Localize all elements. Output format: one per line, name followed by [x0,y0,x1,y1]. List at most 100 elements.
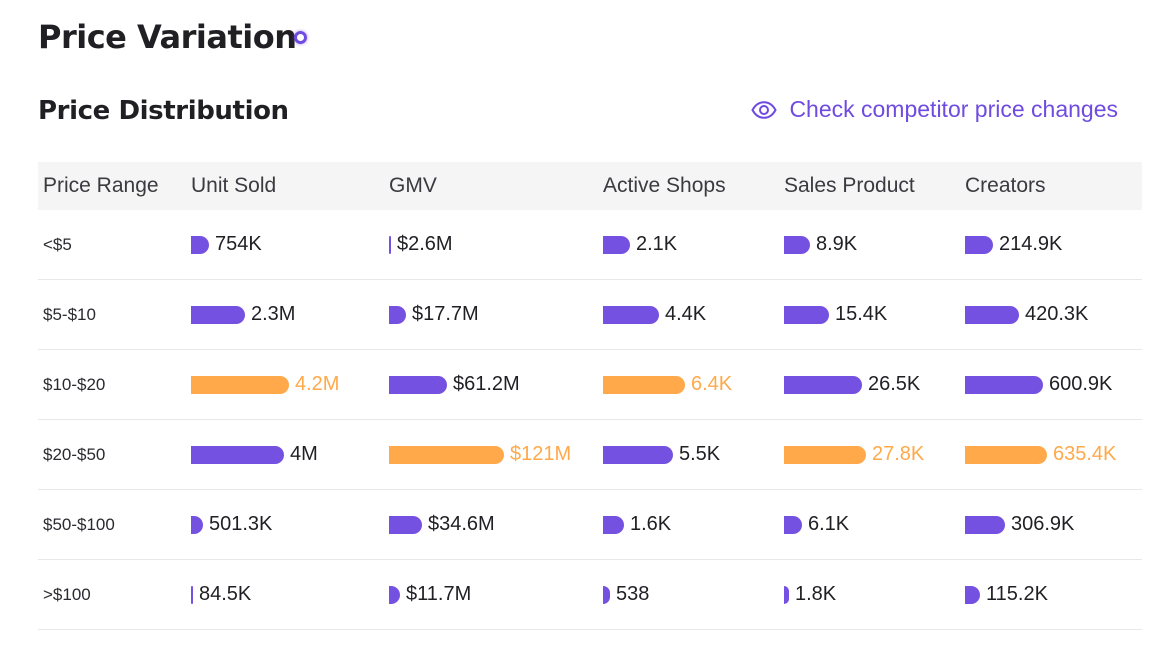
section-title: Price Distribution [38,96,289,126]
unit-sold-bar [191,375,289,394]
gmv-cell: $2.6M [389,233,603,256]
unit-sold-bar [191,515,203,534]
active-shops-bar [603,515,624,534]
creators-cell: 420.3K [965,303,1142,326]
active-shops-cell: 2.1K [603,233,784,256]
gmv-bar [389,585,400,604]
sales-product-bar [784,235,810,254]
sales-product-cell: 26.5K [784,373,965,396]
sales-product-value: 1.8K [795,583,837,605]
table-row: $10-$20 4.2M $61.2M 6.4K 26.5K 600.9K [38,350,1142,420]
creators-value: 600.9K [1049,373,1113,395]
sales-product-bar [784,445,866,464]
gmv-bar [389,445,504,464]
status-dot-icon [294,31,307,44]
active-shops-value: 6.4K [691,373,733,395]
gmv-value: $2.6M [397,233,453,255]
price-range-cell: $10-$20 [43,374,106,394]
table-row: >$100 84.5K $11.7M 538 1.8K 115.2K [38,560,1142,630]
sales-product-value: 26.5K [868,373,921,395]
gmv-value: $61.2M [453,373,520,395]
sales-product-cell: 1.8K [784,583,965,606]
price-range-cell: $5-$10 [43,304,96,324]
active-shops-bar [603,445,673,464]
unit-sold-value: 754K [215,233,262,255]
sales-product-bar [784,375,862,394]
sales-product-bar [784,305,829,324]
sales-product-cell: 8.9K [784,233,965,256]
table-body: <$5 754K $2.6M 2.1K 8.9K 214.9K $5-$10 2.3M $17.… [38,210,1142,630]
creators-bar [965,585,980,604]
sales-product-cell: 6.1K [784,513,965,536]
sales-product-bar [784,585,789,604]
creators-cell: 115.2K [965,583,1142,606]
unit-sold-bar [191,445,284,464]
price-distribution-table: Price Range Unit Sold GMV Active Shops S… [38,162,1142,630]
creators-value: 306.9K [1011,513,1075,535]
creators-cell: 214.9K [965,233,1142,256]
gmv-cell: $34.6M [389,513,603,536]
active-shops-cell: 538 [603,583,784,606]
creators-value: 214.9K [999,233,1063,255]
check-competitor-link-label: Check competitor price changes [789,96,1118,122]
unit-sold-value: 2.3M [251,303,296,325]
price-range-cell: $50-$100 [43,514,115,534]
gmv-cell: $61.2M [389,373,603,396]
sales-product-value: 27.8K [872,443,925,465]
active-shops-bar [603,375,685,394]
creators-cell: 306.9K [965,513,1142,536]
table-row: $50-$100 501.3K $34.6M 1.6K 6.1K 306.9K [38,490,1142,560]
unit-sold-cell: 754K [191,233,389,256]
gmv-bar [389,305,406,324]
gmv-value: $34.6M [428,513,495,535]
price-range-cell: >$100 [43,584,91,604]
sales-product-bar [784,515,802,534]
column-header-gmv: GMV [389,174,437,197]
active-shops-bar [603,585,610,604]
active-shops-value: 2.1K [636,233,678,255]
creators-cell: 635.4K [965,443,1142,466]
active-shops-bar [603,235,630,254]
active-shops-value: 538 [616,583,650,605]
unit-sold-cell: 84.5K [191,583,389,606]
active-shops-cell: 5.5K [603,443,784,466]
unit-sold-bar [191,305,245,324]
creators-bar [965,235,993,254]
creators-value: 115.2K [986,583,1048,605]
check-competitor-link[interactable]: Check competitor price changes [751,96,1118,123]
table-header: Price Range Unit Sold GMV Active Shops S… [38,162,1142,210]
gmv-value: $11.7M [406,583,472,605]
gmv-cell: $121M [389,443,603,466]
column-header-sales-product: Sales Product [784,174,915,197]
gmv-bar [389,375,447,394]
gmv-bar [389,515,422,534]
eye-icon [751,100,778,119]
gmv-cell: $11.7M [389,583,603,606]
active-shops-cell: 4.4K [603,303,784,326]
unit-sold-bar [191,235,209,254]
table-row: $20-$50 4M $121M 5.5K 27.8K 635.4K [38,420,1142,490]
price-range-cell: <$5 [43,234,72,254]
unit-sold-value: 501.3K [209,513,273,535]
creators-cell: 600.9K [965,373,1142,396]
active-shops-cell: 6.4K [603,373,784,396]
unit-sold-value: 84.5K [199,583,252,605]
sales-product-value: 6.1K [808,513,850,535]
column-header-unit-sold: Unit Sold [191,174,277,197]
unit-sold-cell: 4.2M [191,373,389,396]
unit-sold-cell: 501.3K [191,513,389,536]
unit-sold-cell: 4M [191,443,389,466]
column-header-active-shops: Active Shops [603,174,726,197]
sales-product-cell: 27.8K [784,443,965,466]
unit-sold-bar [191,585,193,604]
creators-value: 420.3K [1025,303,1089,325]
gmv-value: $121M [510,443,572,465]
active-shops-value: 4.4K [665,303,707,325]
unit-sold-cell: 2.3M [191,303,389,326]
creators-bar [965,445,1047,464]
column-header-creators: Creators [965,174,1046,197]
creators-bar [965,515,1005,534]
creators-value: 635.4K [1053,443,1117,465]
price-range-cell: $20-$50 [43,444,106,464]
active-shops-cell: 1.6K [603,513,784,536]
